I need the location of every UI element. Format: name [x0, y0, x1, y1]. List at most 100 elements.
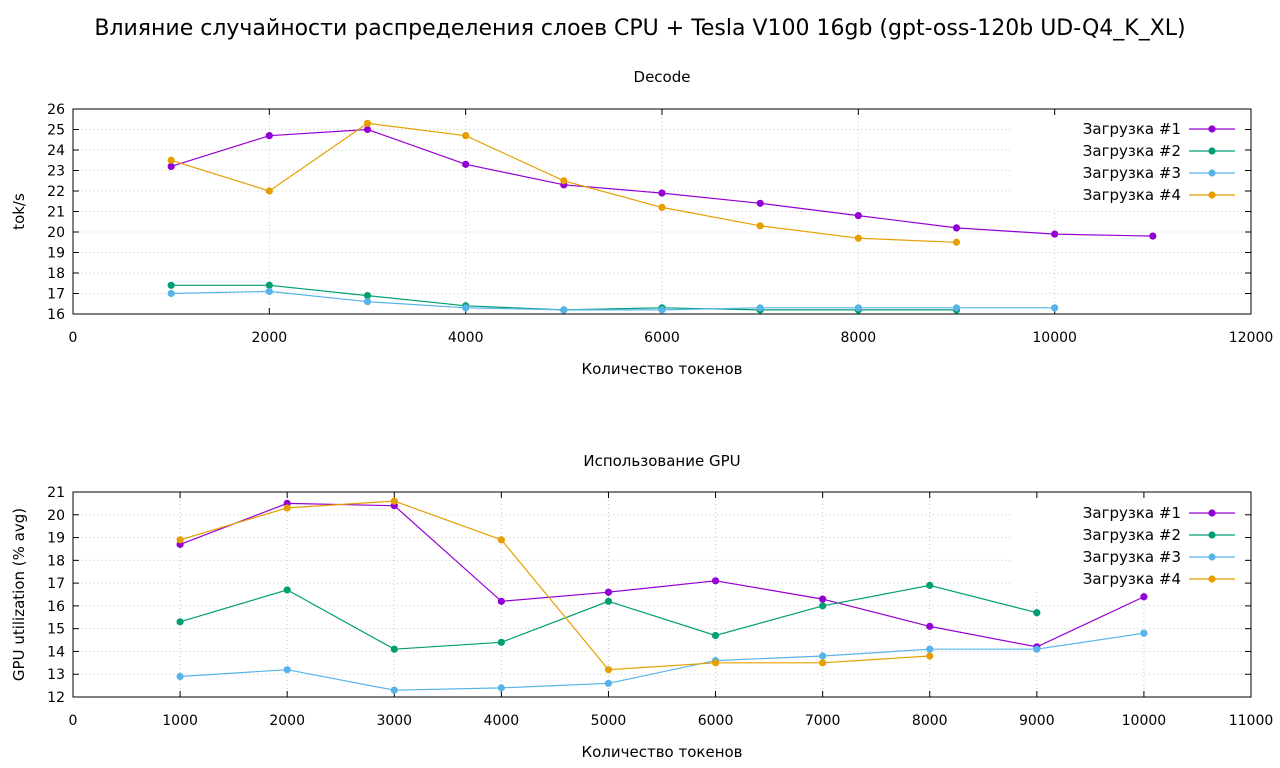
chart-1-series-1-point: [819, 595, 827, 603]
chart-0-series-2-point: [265, 281, 273, 289]
chart-1-xtick-label: 2000: [269, 713, 305, 729]
chart-1-legend-label-3: Загрузка #3: [1083, 548, 1181, 566]
chart-1-legend-marker-2: [1208, 531, 1216, 539]
chart-0-series-3-line: [171, 290, 1055, 311]
chart-1-ytick-label: 18: [47, 553, 65, 569]
chart-1-xtick-label: 8000: [912, 713, 948, 729]
chart-0-series-4-point: [854, 234, 862, 242]
chart-1-series-1-point: [497, 597, 505, 605]
chart-1-ytick-label: 17: [47, 576, 65, 592]
chart-1-ytick-label: 21: [47, 485, 65, 501]
chart-1-frame: [72, 491, 1252, 698]
chart-0-ytick-label: 19: [47, 246, 65, 262]
chart-1-series-4-point: [819, 659, 827, 667]
chart-0-xtick-label: 12000: [1229, 330, 1274, 346]
chart-0-xtick-label: 4000: [448, 330, 484, 346]
chart-1-series-2-point: [604, 597, 613, 605]
chart-0-series-3-point: [756, 304, 764, 312]
chart-0-series-3-point: [854, 304, 862, 312]
chart-1-ytick-label: 19: [47, 531, 65, 547]
chart-0-series-3-point: [560, 306, 568, 314]
chart-1-xtick-label: 11000: [1229, 713, 1274, 729]
chart-0-series-3-point: [658, 306, 666, 314]
chart-0-xtick-label: 10000: [1032, 330, 1077, 346]
chart-0-legend-marker-1: [1208, 125, 1216, 133]
chart-0-legend-marker-2: [1208, 147, 1216, 155]
chart-0-frame: [72, 108, 1252, 315]
chart-0-ytick-label: 16: [47, 307, 65, 323]
chart-1-legend-label-4: Загрузка #4: [1083, 570, 1181, 588]
chart-1-series-3-point: [926, 645, 934, 653]
chart-1-series-3-line: [180, 632, 1144, 691]
chart-1-series-4-line: [179, 500, 930, 671]
chart-0-series-1-point: [658, 189, 666, 197]
chart-0-legend-label-3: Загрузка #3: [1083, 164, 1181, 182]
chart-0-series-4-point: [462, 132, 470, 140]
chart-1-series-1-point: [604, 588, 613, 596]
chart-0-legend-label-1: Загрузка #1: [1083, 120, 1181, 138]
chart-0-ytick-label: 20: [47, 225, 65, 241]
chart-0-series-4-point: [658, 203, 666, 211]
chart-0-series-3-point: [952, 304, 961, 312]
chart-1-title: Использование GPU: [583, 452, 740, 470]
chart-1-series-2-point: [283, 586, 291, 594]
chart-0-series-4-point: [167, 156, 175, 164]
chart-0-series-4-point: [265, 187, 273, 195]
chart-0-xtick-label: 0: [69, 330, 78, 346]
chart-1-series-3-point: [497, 684, 505, 692]
chart-0-series-1-point: [1149, 232, 1157, 240]
chart-0-series-3-point: [265, 287, 273, 296]
chart-0-xtick-label: 2000: [252, 330, 288, 346]
chart-0-series-1-point: [854, 212, 862, 220]
chart-1-ytick-label: 16: [47, 599, 65, 615]
chart-1-series-3-point: [604, 679, 613, 687]
chart-1-series-2-point: [497, 638, 505, 646]
chart-0-series-1-point: [265, 132, 273, 140]
chart-1-xtick-label: 1000: [162, 713, 198, 729]
chart-1-xlabel: Количество токенов: [581, 743, 742, 761]
chart-1-series-2-point: [176, 618, 184, 626]
chart-1-series-2-point: [711, 631, 720, 640]
chart-1-xtick-label: 4000: [484, 713, 520, 729]
chart-0-series-3-point: [1051, 304, 1059, 312]
chart-0-ylabel: tok/s: [10, 193, 28, 230]
chart-1-xtick-label: 0: [69, 713, 78, 729]
chart-0-xlabel: Количество токенов: [581, 360, 742, 378]
chart-0-series-1-point: [952, 224, 961, 232]
chart-0-legend-marker-4: [1208, 191, 1216, 199]
chart-0-ytick-label: 18: [47, 266, 65, 282]
chart-1-series-3-point: [1033, 645, 1041, 653]
chart-1-series-4-point: [390, 497, 398, 505]
chart-0-legend-label-4: Загрузка #4: [1083, 186, 1181, 204]
chart-0-series-2-point: [363, 291, 372, 300]
chart-1-ytick-label: 20: [47, 508, 65, 524]
chart-0-series-1-point: [167, 162, 175, 170]
chart-1-ytick-label: 15: [47, 622, 65, 638]
chart-1-ylabel: GPU utilization (% avg): [10, 508, 28, 681]
chart-1-series-1-point: [926, 622, 934, 630]
chart-1-legend-marker-1: [1208, 509, 1216, 517]
chart-0-ytick-label: 17: [47, 287, 65, 303]
chart-0-ytick-label: 25: [47, 123, 65, 139]
chart-1-series-2-point: [926, 581, 934, 589]
chart-0-series-2-line: [171, 284, 957, 311]
chart-1-series-1-point: [711, 577, 720, 585]
chart-1-series-4-point: [926, 652, 934, 660]
chart-1-ytick-label: 14: [47, 644, 65, 660]
chart-1-ytick-label: 13: [47, 667, 65, 683]
chart-1-series-1-line: [179, 502, 1145, 648]
chart-0-series-4-point: [756, 222, 764, 230]
chart-0-series-4-point: [560, 177, 568, 185]
chart-0-series-1-point: [363, 125, 372, 134]
chart-0-ytick-label: 26: [47, 102, 65, 118]
chart-0-xtick-label: 8000: [841, 330, 877, 346]
chart-1-series-3-point: [390, 686, 398, 694]
chart-1-xtick-label: 6000: [698, 713, 734, 729]
chart-1-series-3-point: [819, 652, 827, 660]
chart-1-series-2-point: [1033, 609, 1041, 617]
chart-0-series-3-point: [462, 304, 470, 312]
chart-0-ytick-label: 22: [47, 184, 65, 200]
chart-1-series-4-point: [604, 666, 613, 674]
chart-1-series-4-point: [176, 536, 184, 544]
